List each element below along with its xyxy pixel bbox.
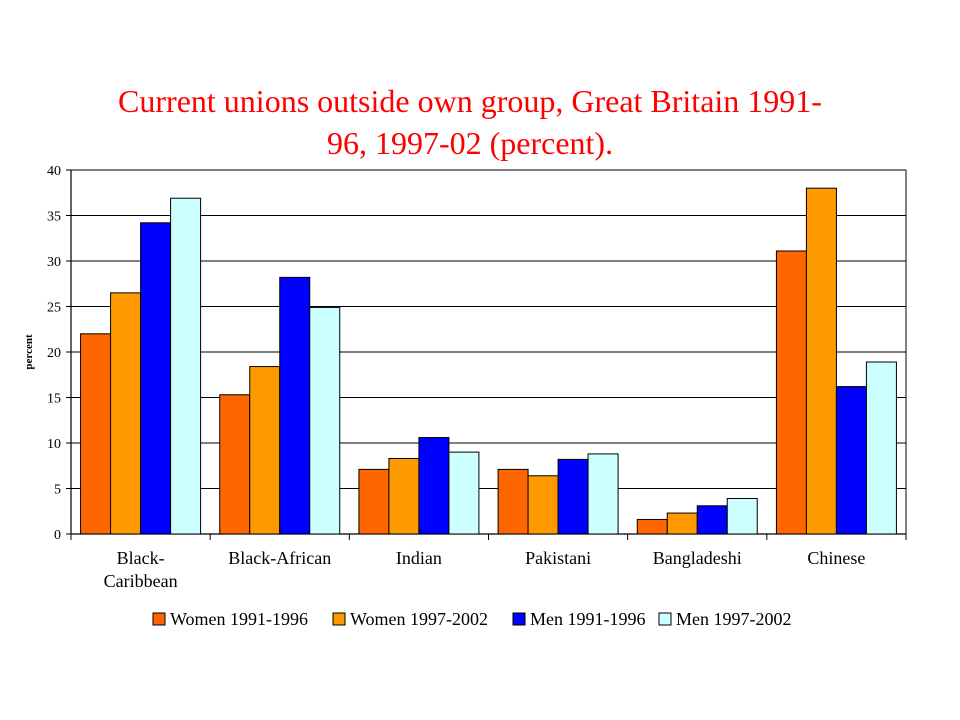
legend-swatch [152, 612, 166, 626]
legend-swatch [512, 612, 526, 626]
y-tick-label: 40 [47, 164, 61, 179]
category-label: Chinese [807, 548, 865, 568]
bar [726, 498, 758, 535]
bar [418, 437, 450, 535]
legend-swatch [332, 612, 346, 626]
y-tick-label: 25 [47, 301, 61, 316]
y-tick-label: 30 [47, 255, 61, 270]
chart-title-line-1: Current unions outside own group, Great … [118, 83, 822, 119]
bar [805, 187, 837, 535]
y-tick-label: 35 [47, 210, 61, 225]
y-tick-label: 5 [54, 483, 61, 498]
bar [110, 292, 142, 535]
bar [249, 366, 281, 535]
legend-label: Men 1991-1996 [530, 609, 646, 629]
y-tick-label: 20 [47, 346, 61, 361]
category-label: Pakistani [525, 548, 591, 568]
bar [80, 333, 112, 535]
bar [448, 451, 480, 535]
bar [636, 518, 668, 535]
bar [587, 453, 619, 535]
bar [696, 505, 728, 535]
y-axis-title: percent [23, 334, 35, 370]
bar [388, 457, 420, 535]
legend-label: Women 1997-2002 [350, 609, 488, 629]
category-label: Bangladeshi [653, 548, 742, 568]
bar [865, 361, 897, 535]
bar [279, 276, 311, 535]
bar [666, 512, 698, 535]
y-tick-label: 10 [47, 437, 61, 452]
y-tick-label: 0 [54, 528, 61, 543]
bar [527, 475, 559, 535]
bar [358, 468, 390, 535]
y-tick-label: 15 [47, 392, 61, 407]
category-label: Caribbean [104, 571, 178, 591]
bar [170, 197, 202, 535]
bar [219, 394, 251, 535]
category-label: Black- [117, 548, 165, 568]
legend-label: Women 1991-1996 [170, 609, 308, 629]
chart-title: Current unions outside own group, Great … [60, 80, 880, 164]
chart-title-line-2: 96, 1997-02 (percent). [326, 125, 614, 161]
bar [775, 250, 807, 535]
legend-swatch [658, 612, 672, 626]
bar [557, 458, 589, 535]
legend-label: Men 1997-2002 [676, 609, 792, 629]
bar [309, 306, 341, 535]
bar [497, 468, 529, 535]
category-label: Indian [396, 548, 442, 568]
bar [140, 222, 172, 535]
bar [835, 386, 867, 535]
category-label: Black-African [228, 548, 331, 568]
